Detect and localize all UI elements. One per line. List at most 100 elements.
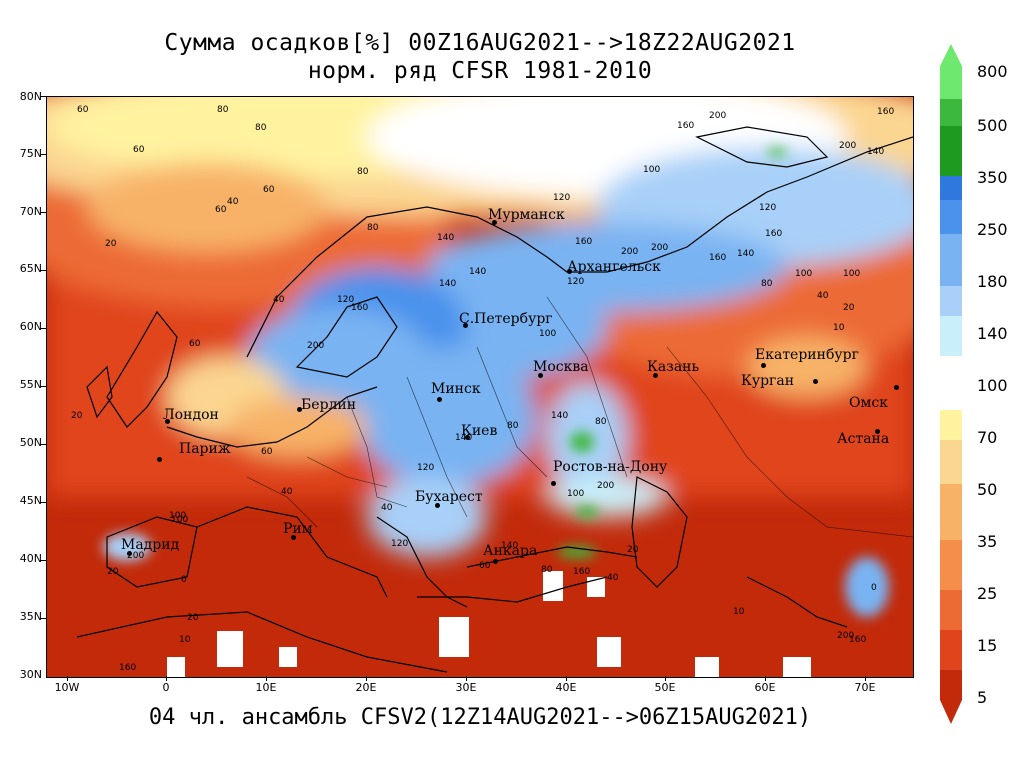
wet-spots — [103, 148, 889, 617]
legend-label-5: 5 — [977, 688, 988, 707]
city-marker — [538, 373, 543, 378]
contour-label: 200 — [837, 631, 855, 641]
contour-label: 140 — [737, 249, 755, 259]
chart-title-line1: Сумма осадков[%] 00Z16AUG2021-->18Z22AUG… — [164, 30, 796, 56]
contour-label: 160 — [877, 107, 895, 117]
lat-label-55n: 55N — [19, 378, 42, 391]
city-marker — [437, 397, 442, 402]
lon-label-70e: 70E — [854, 681, 876, 694]
city-marker — [875, 429, 880, 434]
lat-label-75n: 75N — [19, 147, 42, 160]
lon-label-40e: 40E — [555, 681, 577, 694]
contour-label: 160 — [351, 303, 369, 313]
contour-label: 0 — [871, 583, 877, 593]
contour-label: 140 — [551, 411, 569, 421]
lon-tick — [166, 676, 167, 681]
color-legend: 800 500 350 250 180 140 100 70 50 35 25 … — [940, 44, 1020, 724]
city-marker — [157, 457, 162, 462]
contour-label: 100 — [171, 515, 189, 525]
contour-label: 200 — [709, 111, 727, 121]
lon-tick — [266, 676, 267, 681]
lon-label-30e: 30E — [455, 681, 477, 694]
contour-label: 200 — [839, 141, 857, 151]
contour-label: 40 — [381, 503, 393, 513]
contour-label: 10 — [179, 635, 191, 645]
contour-label: 40 — [227, 197, 239, 207]
city-marker — [435, 503, 440, 508]
lat-label-35n: 35N — [19, 610, 42, 623]
city-marker — [465, 435, 470, 440]
lon-tick — [466, 676, 467, 681]
contour-label: 80 — [357, 167, 369, 177]
contour-label: 200 — [651, 243, 669, 253]
city-label-omsk: Омск — [849, 395, 888, 411]
legend-label-180: 180 — [977, 272, 1008, 291]
contour-label: 160 — [765, 229, 783, 239]
city-label-arkhangelsk: Архангельск — [567, 259, 661, 275]
lat-label-65n: 65N — [19, 262, 42, 275]
city-label-kurgan: Курган — [741, 373, 795, 389]
legend-bar — [940, 44, 962, 724]
missing-data-cells — [167, 571, 811, 677]
contour-label: 120 — [553, 193, 571, 203]
contour-label: 200 — [127, 551, 145, 561]
city-marker — [761, 363, 766, 368]
city-label-moscow: Москва — [533, 359, 589, 375]
contour-label: 160 — [849, 635, 867, 645]
contour-label: 20 — [71, 411, 83, 421]
lat-tick — [40, 618, 46, 619]
contour-label: 60 — [261, 447, 273, 457]
city-marker — [127, 551, 132, 556]
legend-label-35: 35 — [977, 532, 998, 551]
contour-label: 120 — [417, 463, 435, 473]
lon-label-20e: 20E — [355, 681, 377, 694]
lat-label-30n: 30N — [19, 668, 42, 681]
contour-label: 100 — [567, 489, 585, 499]
city-label-kazan: Казань — [647, 359, 700, 375]
legend-arrow-down — [940, 700, 962, 724]
legend-label-70: 70 — [977, 428, 998, 447]
city-label-bucharest: Бухарест — [415, 489, 483, 505]
city-marker — [567, 269, 572, 274]
city-marker — [813, 379, 818, 384]
lon-label-60e: 60E — [754, 681, 776, 694]
contour-label: 80 — [507, 421, 519, 431]
contour-label: 40 — [607, 573, 619, 583]
contour-label: 120 — [759, 203, 777, 213]
lon-label-50e: 50E — [654, 681, 676, 694]
lat-tick — [40, 154, 46, 155]
city-label-rostov-on-don: Ростов-на-Дону — [553, 459, 668, 475]
city-marker — [551, 481, 556, 486]
contour-label: 140 — [437, 233, 455, 243]
city-marker — [463, 323, 468, 328]
contour-label: 10 — [833, 323, 845, 333]
lat-tick — [40, 212, 46, 213]
lon-tick — [765, 676, 766, 681]
contour-label: 160 — [709, 253, 727, 263]
contour-label: 200 — [621, 247, 639, 257]
lon-label-0: 0 — [162, 681, 170, 694]
map-canvas — [47, 97, 913, 677]
city-marker — [291, 535, 296, 540]
city-label-rome: Рим — [283, 521, 313, 537]
chart-title-line2: норм. ряд CFSR 1981-2010 — [307, 58, 653, 84]
contour-label: 40 — [273, 295, 285, 305]
contour-label: 60 — [263, 185, 275, 195]
city-marker — [165, 419, 170, 424]
contour-label: 60 — [215, 205, 227, 215]
contour-label: 100 — [643, 165, 661, 175]
contour-label: 200 — [307, 341, 325, 351]
contour-label: 140 — [867, 147, 885, 157]
contour-label: 60 — [479, 561, 491, 571]
contour-label: 60 — [189, 339, 201, 349]
legend-label-100: 100 — [977, 376, 1008, 395]
lat-label-40n: 40N — [19, 552, 42, 565]
city-marker — [297, 407, 302, 412]
city-label-minsk: Минск — [431, 381, 481, 397]
legend-label-500: 500 — [977, 116, 1008, 135]
contour-label: 80 — [255, 123, 267, 133]
contour-label: 100 — [539, 329, 557, 339]
lat-tick — [40, 386, 46, 387]
coastlines — [76, 126, 913, 673]
legend-arrow-up — [940, 44, 962, 66]
